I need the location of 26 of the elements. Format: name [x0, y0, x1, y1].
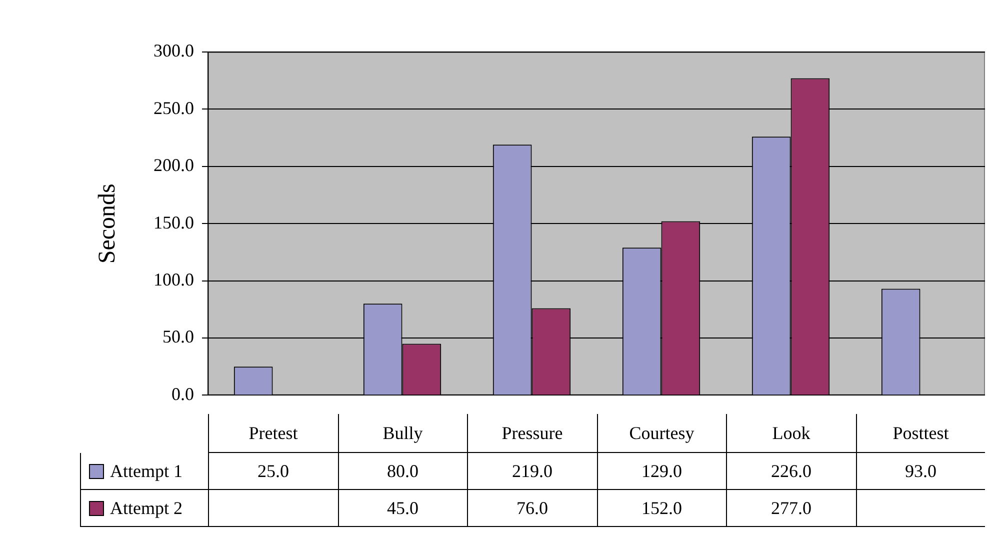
- x-tick-label: Posttest: [856, 414, 985, 453]
- data-label: 93.0: [856, 453, 985, 490]
- y-tick-label: 150.0: [154, 212, 194, 232]
- data-label: 152.0: [596, 490, 726, 527]
- x-tick-label: Pretest: [208, 414, 338, 453]
- x-tick-label: Pressure: [467, 414, 596, 453]
- data-label: 226.0: [726, 453, 856, 490]
- data-label: 129.0: [596, 453, 726, 490]
- y-tick-label: 100.0: [154, 270, 194, 290]
- x-tick-label: Bully: [338, 414, 467, 453]
- data-label: 219.0: [467, 453, 596, 490]
- legend-label: Attempt 2: [110, 498, 182, 518]
- data-label: 76.0: [467, 490, 596, 527]
- data-label: 80.0: [338, 453, 467, 490]
- data-label: 25.0: [208, 453, 338, 490]
- data-label: 277.0: [726, 490, 856, 527]
- x-tick-label: Courtesy: [596, 414, 726, 453]
- legend-label: Attempt 1: [110, 460, 182, 482]
- y-tick-label: 300.0: [154, 40, 194, 61]
- y-tick-label: 200.0: [154, 155, 194, 176]
- y-tick-label: 0.0: [172, 384, 194, 404]
- y-tick-label: 250.0: [154, 98, 194, 118]
- data-label: 45.0: [338, 490, 467, 527]
- y-axis-title: Seconds: [94, 184, 120, 264]
- x-tick-label: Look: [726, 414, 856, 453]
- y-tick-label: 50.0: [162, 326, 194, 347]
